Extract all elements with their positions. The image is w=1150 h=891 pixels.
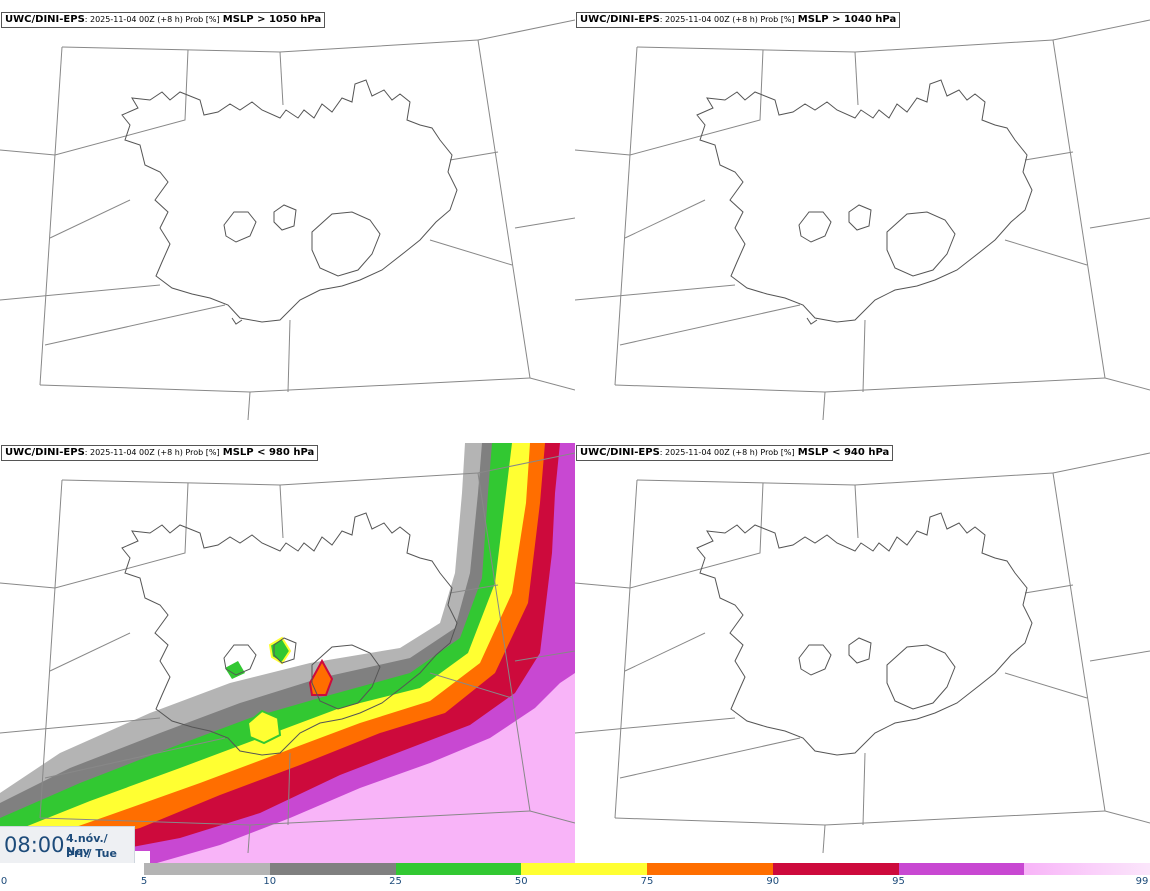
map-canvas bbox=[0, 19, 575, 421]
threshold-label: MSLP > 1040 hPa bbox=[797, 14, 897, 25]
run-info: : 2025-11-04 00Z (+8 h) Prob [%] bbox=[84, 448, 220, 457]
run-info: : 2025-11-04 00Z (+8 h) Prob [%] bbox=[659, 15, 795, 24]
map-canvas bbox=[575, 19, 1150, 421]
graticule-lines bbox=[0, 452, 575, 854]
colorbar-tick: 95 bbox=[892, 876, 905, 887]
iceland-coastline bbox=[121, 512, 458, 756]
colorbar-segment bbox=[269, 863, 396, 875]
map-canvas bbox=[0, 443, 575, 865]
prob-patch bbox=[246, 709, 282, 745]
graticule-lines bbox=[575, 452, 1150, 854]
forecast-time-box: 08:00 4.nóv./ Nov Þri./ Tue bbox=[0, 826, 135, 863]
colorbar-segment bbox=[898, 863, 1025, 875]
map-panel-mslp-gt-1040: UWC/DINI-EPS: 2025-11-04 00Z (+8 h) Prob… bbox=[575, 0, 1150, 432]
colorbar-segment bbox=[647, 863, 773, 875]
prob-patch bbox=[308, 658, 334, 696]
prob-band-99 bbox=[150, 673, 575, 865]
colorbar-tick: 0 bbox=[0, 876, 8, 887]
model-name: UWC/DINI-EPS bbox=[5, 14, 85, 25]
colorbar-segment bbox=[521, 863, 647, 875]
iceland-coastline bbox=[696, 79, 1033, 325]
colorbar-tick: 99 bbox=[1135, 876, 1149, 887]
graticule-lines bbox=[575, 19, 1150, 421]
model-name: UWC/DINI-EPS bbox=[580, 14, 660, 25]
threshold-label: MSLP > 1050 hPa bbox=[222, 14, 322, 25]
forecast-clock: 08:00 bbox=[4, 833, 65, 857]
panel-title: UWC/DINI-EPS: 2025-11-04 00Z (+8 h) Prob… bbox=[1, 12, 326, 28]
forecast-weekday: Þri./ Tue bbox=[66, 847, 117, 860]
model-name: UWC/DINI-EPS bbox=[580, 447, 660, 458]
iceland-coastline bbox=[696, 512, 1033, 756]
map-panel-mslp-gt-1050: UWC/DINI-EPS: 2025-11-04 00Z (+8 h) Prob… bbox=[0, 0, 575, 432]
colorbar-segment bbox=[395, 863, 522, 875]
map-panel-mslp-lt-940: UWC/DINI-EPS: 2025-11-04 00Z (+8 h) Prob… bbox=[575, 433, 1150, 865]
iceland-coastline bbox=[121, 79, 458, 325]
panel-title: UWC/DINI-EPS: 2025-11-04 00Z (+8 h) Prob… bbox=[576, 445, 894, 461]
colorbar-tick: 90 bbox=[766, 876, 780, 887]
panel-title: UWC/DINI-EPS: 2025-11-04 00Z (+8 h) Prob… bbox=[1, 445, 319, 461]
colorbar-tick: 5 bbox=[140, 876, 148, 887]
colorbar-segment bbox=[772, 863, 899, 875]
colorbar-tick: 25 bbox=[389, 876, 402, 887]
probability-colorbar bbox=[144, 863, 1150, 875]
model-name: UWC/DINI-EPS bbox=[5, 447, 85, 458]
colorbar-tick: 50 bbox=[514, 876, 528, 887]
colorbar-tick: 10 bbox=[263, 876, 277, 887]
threshold-label: MSLP < 940 hPa bbox=[797, 447, 890, 458]
colorbar-tick: 75 bbox=[640, 876, 654, 887]
graticule-lines bbox=[0, 19, 575, 421]
run-info: : 2025-11-04 00Z (+8 h) Prob [%] bbox=[84, 15, 220, 24]
run-info: : 2025-11-04 00Z (+8 h) Prob [%] bbox=[659, 448, 795, 457]
forecast-date: 4.nóv./ Nov bbox=[66, 832, 108, 858]
colorbar-tick-labels: 0 5 10 25 50 75 90 95 99 bbox=[0, 876, 1150, 891]
map-canvas bbox=[575, 452, 1150, 854]
colorbar-segment bbox=[1024, 863, 1150, 875]
colorbar-segment bbox=[144, 863, 270, 875]
prob-patch bbox=[225, 661, 245, 679]
panel-title: UWC/DINI-EPS: 2025-11-04 00Z (+8 h) Prob… bbox=[576, 12, 901, 28]
threshold-label: MSLP < 980 hPa bbox=[222, 447, 315, 458]
map-panel-mslp-lt-980: UWC/DINI-EPS: 2025-11-04 00Z (+8 h) Prob… bbox=[0, 433, 575, 865]
